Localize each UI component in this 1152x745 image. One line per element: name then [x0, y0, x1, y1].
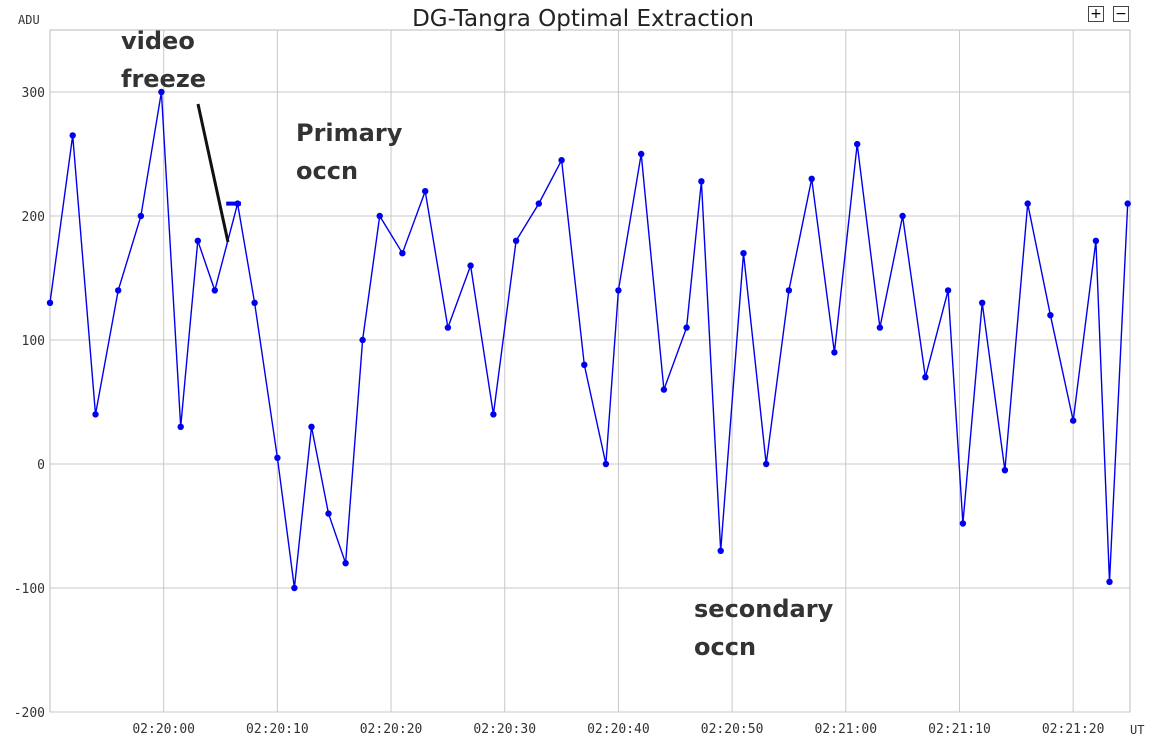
data-point	[876, 324, 884, 331]
data-point	[558, 157, 565, 164]
data-point	[467, 262, 474, 269]
data-point	[615, 287, 622, 294]
data-point	[808, 175, 815, 182]
x-axis-ticks: 02:20:00 02:20:10 02:20:20 02:20:30 02:20:40…	[132, 722, 1104, 737]
x-tick-label: 02:20:20	[360, 722, 423, 737]
data-point	[115, 287, 122, 294]
data-point	[602, 460, 610, 468]
data-point	[581, 361, 588, 368]
data-point	[698, 178, 705, 185]
data-point	[785, 287, 793, 294]
data-point	[1124, 200, 1131, 207]
data-point	[158, 88, 165, 96]
y-tick-label: -200	[14, 706, 45, 721]
data-point	[512, 237, 520, 244]
grid-lines	[50, 30, 1130, 713]
data-point	[660, 386, 668, 393]
annotation-pointer-line	[196, 103, 230, 243]
data-point	[1092, 237, 1100, 244]
data-point	[376, 212, 383, 220]
data-point	[399, 250, 406, 257]
y-tick-label: 0	[37, 458, 45, 473]
data-point	[979, 299, 986, 306]
data-point	[831, 349, 838, 356]
data-point	[291, 584, 298, 592]
y-axis-label: ADU	[18, 13, 40, 27]
data-point	[359, 336, 366, 344]
data-point	[638, 150, 645, 158]
data-point	[1070, 417, 1077, 424]
chart-title: DG-Tangra Optimal Extraction	[412, 6, 754, 32]
y-tick-label: 300	[22, 86, 45, 101]
data-point	[490, 411, 497, 418]
data-point	[959, 520, 967, 527]
data-point	[274, 454, 281, 461]
data-point	[1024, 200, 1031, 207]
data-point	[325, 510, 332, 517]
data-point	[683, 324, 690, 331]
data-point	[251, 299, 258, 306]
annotation-primary-line2: occn	[296, 157, 358, 185]
x-axis-label: UT	[1130, 723, 1144, 737]
data-point	[535, 200, 542, 207]
x-tick-label: 02:20:30	[473, 722, 536, 737]
annotation-secondary-line2: occn	[694, 633, 756, 661]
data-point	[422, 188, 429, 195]
x-tick-label: 02:21:20	[1042, 722, 1105, 737]
data-point	[1001, 467, 1009, 474]
data-point	[46, 299, 54, 306]
x-tick-label: 02:20:40	[587, 722, 650, 737]
data-point	[1106, 578, 1113, 585]
x-tick-label: 02:20:00	[132, 722, 195, 737]
data-point	[177, 423, 184, 430]
y-tick-label: -100	[14, 582, 45, 597]
x-tick-label: 02:20:10	[246, 722, 309, 737]
data-point	[342, 560, 349, 567]
data-point	[211, 287, 218, 294]
data-point	[194, 237, 201, 244]
data-point	[444, 324, 452, 331]
series-group	[46, 88, 1131, 592]
zoom-in-button[interactable]: +	[1088, 6, 1104, 22]
data-point	[854, 140, 861, 148]
data-point	[944, 287, 952, 294]
data-point	[308, 423, 315, 430]
data-point	[137, 212, 145, 220]
x-tick-label: 02:21:10	[928, 722, 991, 737]
annotation-video-line2: freeze	[121, 65, 206, 93]
x-tick-label: 02:21:00	[814, 722, 877, 737]
data-point	[717, 547, 724, 554]
data-point	[1047, 312, 1054, 319]
data-point	[92, 411, 99, 418]
data-point	[899, 212, 906, 220]
annotation-video-line1: video	[121, 27, 195, 55]
data-point	[763, 460, 770, 468]
y-axis-ticks: 300 200 100 0 -100 -200	[14, 86, 45, 721]
data-point	[69, 132, 76, 139]
y-tick-label: 100	[22, 334, 45, 349]
zoom-out-button[interactable]: −	[1113, 6, 1129, 22]
x-tick-label: 02:20:50	[701, 722, 764, 737]
annotation-primary-line1: Primary	[296, 119, 403, 147]
plot-area	[49, 29, 1131, 713]
annotation-secondary-line1: secondary	[694, 595, 834, 623]
data-point	[922, 374, 929, 381]
data-point	[740, 250, 747, 257]
y-tick-label: 200	[22, 210, 45, 225]
